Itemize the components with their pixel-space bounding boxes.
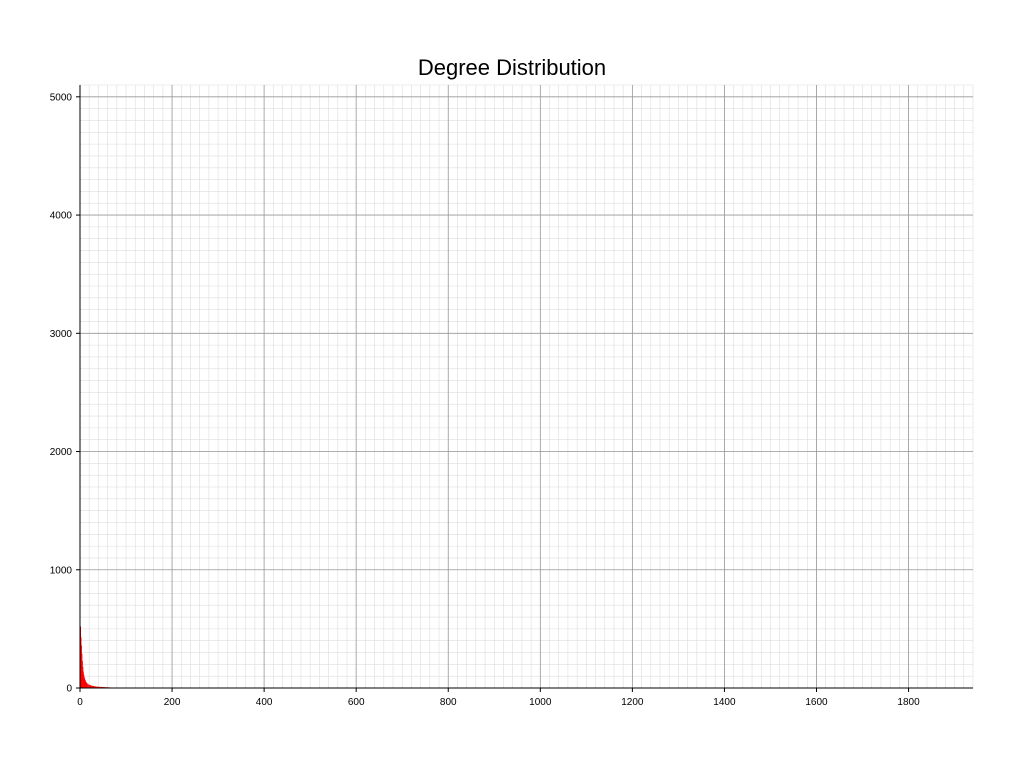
- major-grid: [79, 85, 973, 689]
- x-tick-label: 1600: [805, 697, 828, 708]
- y-tick-label: 5000: [50, 92, 73, 103]
- histogram-bar: [88, 684, 90, 688]
- histogram-bar: [94, 686, 97, 688]
- y-tick-label: 0: [66, 684, 72, 695]
- y-tick-label: 1000: [50, 565, 73, 576]
- x-tick-label: 1800: [897, 697, 920, 708]
- y-tick-label: 2000: [50, 447, 73, 458]
- axes: [79, 85, 973, 689]
- histogram-bar: [100, 686, 103, 688]
- histogram-bar: [96, 686, 98, 688]
- x-tick-label: 1200: [621, 697, 644, 708]
- x-tick-label: 400: [256, 697, 273, 708]
- y-tick-label: 3000: [50, 329, 73, 340]
- y-tick-label: 4000: [50, 211, 73, 222]
- chart-title: Degree Distribution: [418, 55, 606, 80]
- histogram-bar: [97, 686, 101, 688]
- histogram-bar: [92, 685, 95, 688]
- histogram-bar: [86, 683, 88, 688]
- x-ticks: 0 200 400 600 800 1000 1200 1400 1600 1800: [77, 688, 920, 708]
- bars: [80, 626, 111, 688]
- x-tick-label: 1400: [713, 697, 736, 708]
- histogram-bar: [91, 685, 93, 688]
- histogram-bar: [87, 684, 89, 688]
- minor-grid: [79, 84, 974, 689]
- x-tick-label: 1000: [529, 697, 552, 708]
- x-tick-label: 0: [77, 697, 83, 708]
- x-tick-label: 800: [440, 697, 457, 708]
- x-tick-label: 200: [164, 697, 181, 708]
- y-ticks: 0 1000 2000 3000 4000 5000: [50, 92, 80, 695]
- histogram-bar: [89, 685, 92, 688]
- x-tick-label: 600: [348, 697, 365, 708]
